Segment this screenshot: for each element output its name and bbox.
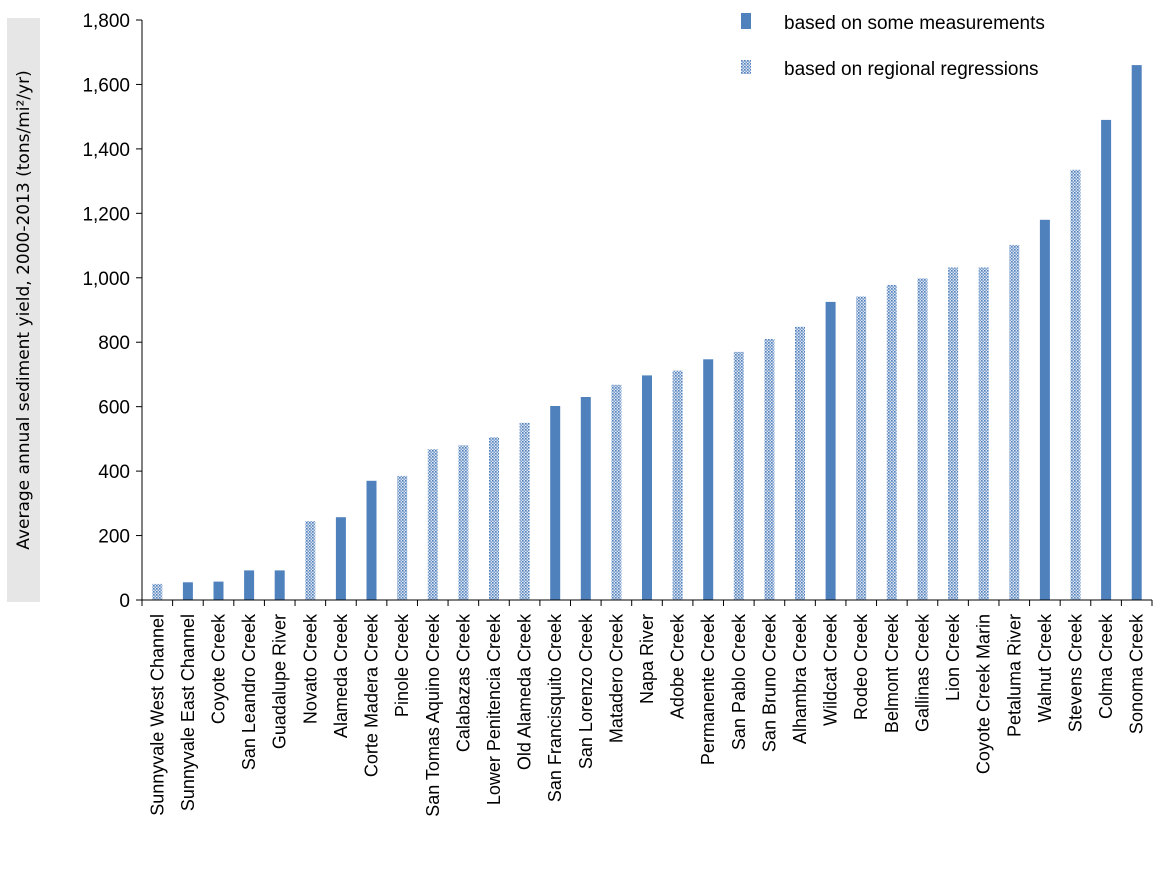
bar-sunnyvale-east-channel [182, 582, 193, 600]
bar-old-alameda-creek [519, 422, 530, 600]
x-tick-label: Old Alameda Creek [515, 613, 535, 770]
x-tick-label: Sunnyvale East Channel [178, 614, 198, 811]
y-axis-title-text: Average annual sediment yield, 2000-2013… [14, 70, 34, 549]
bar-san-pablo-creek [733, 351, 744, 600]
bar-permanente-creek [703, 359, 714, 600]
y-tick-label: 400 [98, 462, 130, 483]
x-tick-label: Petaluma River [1004, 614, 1024, 737]
bar-lion-creek [948, 267, 959, 600]
x-tick-label: San Tomas Aquino Creek [423, 613, 443, 817]
bar-novato-creek [305, 521, 316, 600]
x-tick-label: Colma Creek [1096, 613, 1116, 719]
y-tick-label: 1,400 [82, 140, 130, 161]
x-tick-label: Sonoma Creek [1127, 613, 1147, 734]
bar-walnut-creek [1039, 219, 1050, 601]
bar-sonoma-creek [1131, 65, 1142, 601]
bar-sunnyvale-west-channel [152, 583, 163, 600]
bar-san-francisquito-creek [550, 406, 561, 600]
bar-alhambra-creek [795, 326, 805, 600]
bar-coyote-creek [213, 581, 224, 600]
bar-pinole-creek [397, 475, 408, 600]
bar-adobe-creek [672, 370, 683, 600]
bar-coyote-creek-marin [978, 267, 989, 600]
legend-label-regressions: based on regional regressions [784, 59, 1039, 80]
bar-rodeo-creek [856, 296, 867, 600]
x-tick-label: Walnut Creek [1035, 613, 1055, 722]
x-tick-label: Napa River [637, 614, 657, 704]
bar-alameda-creek [335, 517, 346, 600]
x-tick-label: San Lorenzo Creek [576, 613, 596, 769]
x-tick-label: Alameda Creek [331, 613, 351, 738]
legend-swatch-regressions [741, 60, 751, 74]
x-tick-label: Coyote Creek [209, 613, 229, 724]
bar-san-lorenzo-creek [580, 397, 591, 600]
x-tick-label: Wildcat Creek [821, 613, 841, 726]
bar-stevens-creek [1070, 169, 1081, 601]
bar-matadero-creek [611, 384, 622, 600]
y-tick-label: 1,200 [82, 204, 130, 225]
x-tick-label: San Bruno Creek [759, 613, 779, 752]
x-tick-label: Lion Creek [943, 613, 963, 701]
x-tick-label: Gallinas Creek [913, 613, 933, 732]
x-tick-label: Permanente Creek [698, 613, 718, 765]
x-tick-label: Corte Madera Creek [362, 613, 382, 777]
x-tick-label: Pinole Creek [392, 613, 412, 717]
x-tick-label: San Pablo Creek [729, 613, 749, 750]
y-tick-label: 1,000 [82, 269, 130, 290]
bar-san-leandro-creek [244, 570, 255, 600]
y-tick-label: 0 [119, 591, 130, 612]
bar-calabazas-creek [458, 445, 469, 600]
x-tick-label: Belmont Creek [882, 613, 902, 733]
legend-label-measurements: based on some measurements [784, 13, 1045, 34]
y-tick-label: 1,800 [82, 11, 130, 32]
x-tick-label: Matadero Creek [606, 613, 626, 743]
bar-belmont-creek [886, 284, 897, 600]
y-tick-label: 200 [98, 527, 130, 548]
bar-gallinas-creek [917, 278, 928, 600]
bar-wildcat-creek [825, 301, 836, 600]
x-axis [141, 599, 1153, 606]
x-tick-label: Adobe Creek [668, 613, 688, 719]
x-tick-label: Lower Penitencia Creek [484, 613, 504, 805]
bar-san-tomas-aquino-creek [427, 449, 438, 600]
bar-napa-river [642, 375, 652, 600]
y-tick-label: 600 [98, 398, 130, 419]
y-tick-label: 1,600 [82, 75, 130, 96]
x-tick-label: Rodeo Creek [851, 613, 871, 720]
x-tick-label: Coyote Creek Marin [974, 614, 994, 774]
x-tick-label: Calabazas Creek [453, 613, 473, 752]
bar-petaluma-river [1009, 244, 1020, 600]
y-axis-title-background [7, 18, 40, 602]
bar-colma-creek [1101, 119, 1112, 601]
bars [152, 65, 1142, 601]
x-tick-label: Guadalupe River [270, 614, 290, 749]
x-tick-label: San Francisquito Creek [545, 613, 565, 802]
x-tick-label: Alhambra Creek [790, 613, 810, 744]
legend-swatch-measurements [741, 13, 751, 29]
y-axis-title: Average annual sediment yield, 2000-2013… [7, 18, 40, 602]
bar-corte-madera-creek [366, 480, 377, 600]
y-tick-label: 800 [98, 333, 130, 354]
x-tick-label: San Leandro Creek [239, 613, 259, 770]
bar-guadalupe-river [274, 570, 285, 600]
bar-lower-penitencia-creek [489, 437, 499, 600]
y-axis: 0 200 400 600 800 1,000 1,200 1,400 1,600 1,800 [82, 11, 143, 612]
x-tick-label: Novato Creek [300, 613, 320, 724]
x-tick-label: Sunnyvale West Channel [147, 614, 167, 816]
x-tick-label: Stevens Creek [1066, 613, 1086, 732]
category-labels: Sunnyvale West Channel Sunnyvale East Cha… [147, 613, 1146, 817]
bar-san-bruno-creek [764, 339, 775, 600]
legend: based on some measurements based on regi… [741, 13, 1045, 80]
